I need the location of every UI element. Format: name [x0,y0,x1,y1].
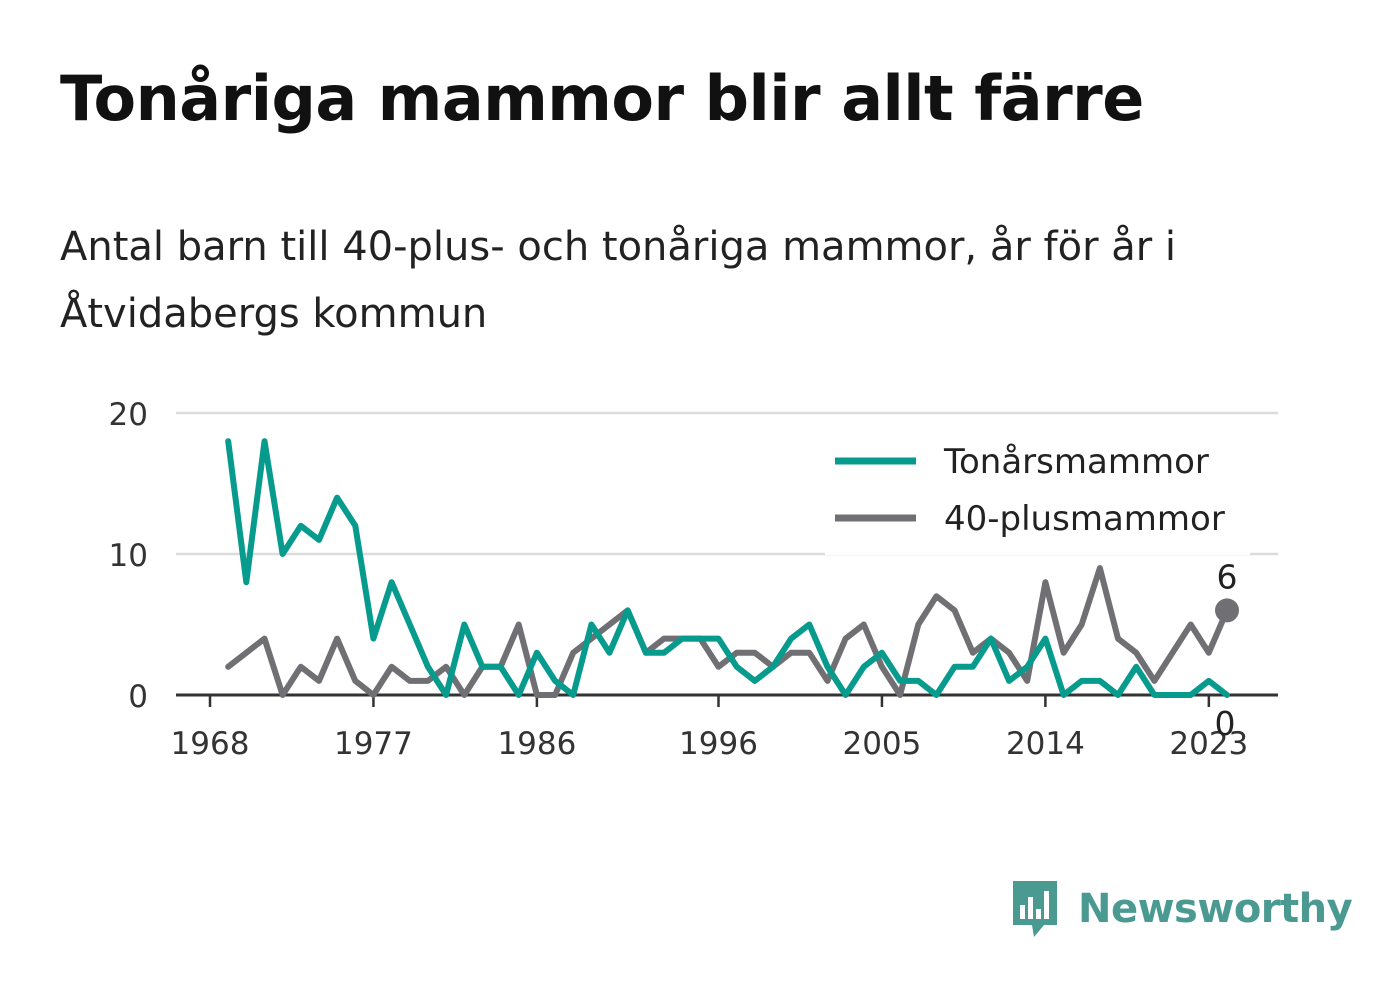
x-tick-label: 1996 [679,726,758,762]
x-tick-label: 1968 [171,726,250,762]
x-tick-label: 1986 [497,726,576,762]
legend: Tonårsmammor 40-plusmammor [825,425,1250,555]
end-label: 6 [1217,557,1238,596]
y-tick-label: 20 [109,397,148,433]
series-line [225,565,1230,698]
chart-title: Tonåriga mammor blir allt färre [60,62,1144,135]
x-tick-label: 2005 [842,726,921,762]
series-lines [225,438,1230,698]
newsworthy-logo-icon [1013,881,1057,937]
x-axis-ticks: 1968 1977 1986 1996 2005 2014 2023 [171,695,1248,762]
brand-name: Newsworthy [1078,886,1353,932]
x-tick-label: 1977 [334,726,413,762]
legend-label: 40-plusmammor [944,499,1225,539]
series-line [225,438,1230,698]
brand: Newsworthy [1010,878,1353,940]
y-axis-ticks: 0 10 20 [109,397,148,715]
end-point-marker [1215,598,1239,623]
x-tick-label: 2014 [1006,726,1085,762]
end-label: 0 [1215,704,1236,743]
y-tick-label: 0 [128,679,148,715]
chart-subtitle: Antal barn till 40-plus- och tonåriga ma… [60,224,1177,337]
x-tick-label: 2023 [1169,726,1248,762]
y-tick-label: 10 [109,538,148,574]
end-labels: 60 [1215,557,1239,743]
legend-label: Tonårsmammor [943,442,1209,482]
legend-box [825,425,1250,555]
